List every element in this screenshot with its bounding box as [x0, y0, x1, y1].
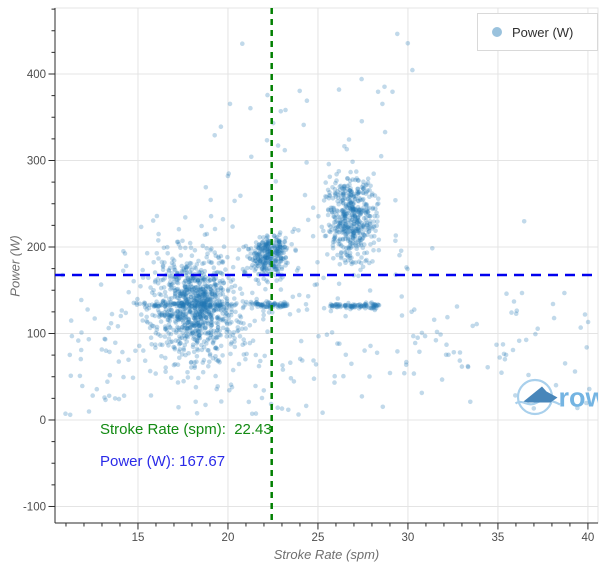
y-axis-ticks — [48, 8, 55, 507]
y-axis-tick-labels: -100 0 100 200 300 400 — [23, 69, 46, 513]
axes — [54, 8, 598, 524]
svg-text:25: 25 — [312, 532, 325, 544]
boat-icon — [523, 386, 558, 403]
scatter-points — [60, 31, 592, 418]
svg-text:400: 400 — [27, 69, 46, 81]
svg-text:30: 30 — [402, 532, 415, 544]
svg-text:35: 35 — [492, 532, 505, 544]
svg-text:-100: -100 — [23, 501, 46, 513]
legend-marker-icon — [492, 27, 502, 37]
plot-frame — [54, 7, 599, 524]
grid-lines — [55, 8, 598, 523]
watermark-text: rows — [559, 383, 600, 413]
x-axis-tick-labels: 15 20 25 30 35 40 — [132, 532, 595, 544]
svg-text:20: 20 — [222, 532, 235, 544]
svg-text:300: 300 — [27, 155, 46, 167]
x-axis-ticks — [65, 523, 589, 530]
watermark-logo: rows — [514, 378, 600, 416]
svg-text:0: 0 — [40, 415, 46, 427]
legend[interactable]: Power (W) — [477, 13, 598, 51]
y-axis-title: Power (W) — [7, 235, 23, 297]
svg-text:40: 40 — [582, 532, 595, 544]
legend-label: Power (W) — [512, 24, 574, 40]
annotation-stroke-rate-mean: Stroke Rate (spm): 22.43 — [100, 421, 272, 438]
svg-text:15: 15 — [132, 532, 145, 544]
annotation-power-mean: Power (W): 167.67 — [100, 453, 226, 470]
svg-text:100: 100 — [27, 328, 46, 340]
svg-text:200: 200 — [27, 242, 46, 254]
x-axis-title: Stroke Rate (spm) — [273, 547, 380, 562]
